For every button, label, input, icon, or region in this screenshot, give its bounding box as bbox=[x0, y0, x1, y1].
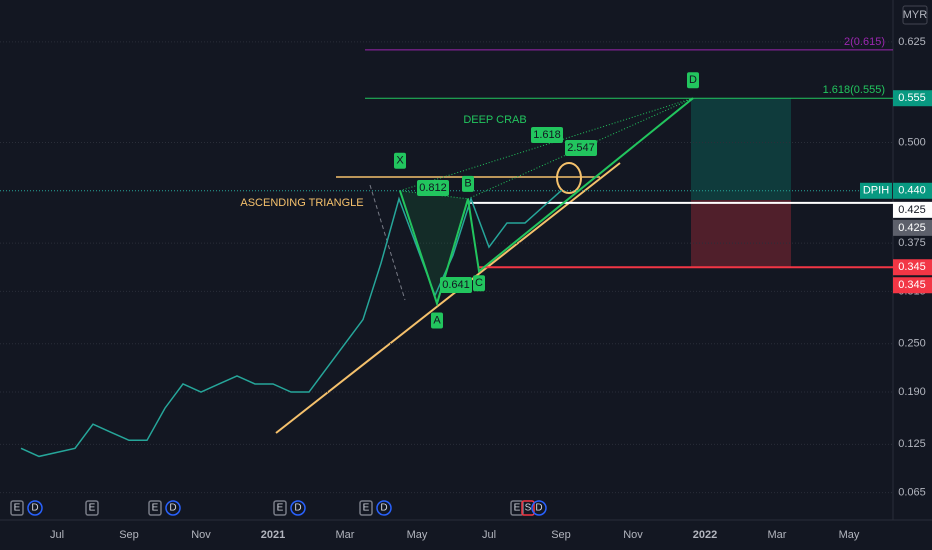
currency: MYR bbox=[903, 9, 928, 21]
x-tick-label: Mar bbox=[336, 529, 355, 541]
fib-level-label: 2(0.615) bbox=[844, 36, 885, 48]
price-tag-box bbox=[893, 90, 932, 107]
pattern-label: ASCENDING TRIANGLE bbox=[240, 197, 363, 209]
event-label: D bbox=[169, 503, 176, 514]
event-label: D bbox=[31, 503, 38, 514]
event-marker bbox=[531, 500, 547, 516]
ratio-box bbox=[440, 277, 472, 293]
pattern-xab bbox=[400, 190, 468, 304]
event-marker bbox=[148, 500, 162, 516]
event-marker bbox=[290, 500, 306, 516]
price-tag-box bbox=[893, 182, 932, 199]
y-tick-label: 0.190 bbox=[898, 386, 926, 398]
event-label: D bbox=[294, 503, 301, 514]
loss-zone bbox=[691, 200, 791, 268]
price-tag-box bbox=[893, 277, 932, 294]
triangle-support bbox=[275, 162, 621, 434]
ratio-box bbox=[565, 140, 597, 156]
x-tick-label: May bbox=[839, 529, 860, 541]
y-tick-label: 0.065 bbox=[898, 487, 926, 499]
x-tick-label: May bbox=[407, 529, 428, 541]
event-label: S bbox=[525, 503, 532, 514]
event-label: E bbox=[152, 503, 159, 514]
y-tick-label: 0.500 bbox=[898, 136, 926, 148]
event-marker bbox=[165, 500, 181, 516]
x-tick-label: Nov bbox=[623, 529, 643, 541]
event-marker bbox=[85, 500, 99, 516]
x-tick-label: Nov bbox=[191, 529, 211, 541]
price-tag-box bbox=[893, 259, 932, 276]
y-tick-label: 0.125 bbox=[898, 438, 926, 450]
ratio-box bbox=[531, 127, 563, 143]
event-label: E bbox=[14, 503, 21, 514]
pattern-point-label: B bbox=[464, 178, 471, 190]
price-tag: 0.440 bbox=[898, 185, 926, 197]
fib-level-label: 1.618(0.555) bbox=[823, 84, 885, 96]
pattern-point-box bbox=[687, 72, 699, 89]
event-label: E bbox=[363, 503, 370, 514]
profit-zone bbox=[691, 98, 791, 200]
currency-box bbox=[902, 5, 928, 25]
ratio-label: 0.641 bbox=[442, 279, 470, 291]
pattern-point-label: C bbox=[475, 277, 483, 289]
event-marker bbox=[273, 500, 287, 516]
x-tick-label: Sep bbox=[551, 529, 571, 541]
price-tag: 0.425 bbox=[898, 204, 926, 216]
event-marker bbox=[521, 500, 535, 516]
pattern-point-label: D bbox=[689, 74, 697, 86]
symbol-tag-box bbox=[860, 182, 892, 199]
trend-dashed bbox=[369, 184, 406, 301]
ratio-box bbox=[417, 180, 449, 196]
event-marker bbox=[510, 500, 524, 516]
pattern-point-label: A bbox=[433, 314, 441, 326]
y-tick-label: 0.375 bbox=[898, 237, 926, 249]
x-tick-label: 2021 bbox=[261, 529, 285, 541]
price-tag: 0.345 bbox=[898, 279, 926, 291]
event-marker bbox=[376, 500, 392, 516]
price-tag-box bbox=[893, 201, 932, 218]
price-tag: 0.425 bbox=[898, 222, 926, 234]
x-tick-label: Jul bbox=[482, 529, 496, 541]
pattern-point-box bbox=[462, 175, 474, 192]
event-label: E bbox=[277, 503, 284, 514]
y-tick-label: 0.625 bbox=[898, 36, 926, 48]
event-marker bbox=[27, 500, 43, 516]
event-label: D bbox=[380, 503, 387, 514]
pattern-point-box bbox=[394, 152, 406, 169]
pattern-point-box bbox=[473, 275, 485, 292]
price-tag-box bbox=[893, 219, 932, 236]
ratio-label: 1.618 bbox=[533, 129, 561, 141]
x-tick-label: 2022 bbox=[693, 529, 717, 541]
price-tag: 0.555 bbox=[898, 92, 926, 104]
event-label: D bbox=[535, 503, 542, 514]
x-tick-label: Mar bbox=[768, 529, 787, 541]
event-marker bbox=[359, 500, 373, 516]
event-marker bbox=[10, 500, 24, 516]
x-tick-label: Sep bbox=[119, 529, 139, 541]
price-tag: 0.345 bbox=[898, 261, 926, 273]
pattern-legs bbox=[399, 97, 694, 307]
event-label: E bbox=[89, 503, 96, 514]
breakout-circle bbox=[556, 162, 582, 194]
price-line bbox=[20, 190, 562, 458]
event-label: E bbox=[514, 503, 521, 514]
y-tick-label: 0.250 bbox=[898, 338, 926, 350]
pattern-point-box bbox=[431, 312, 443, 329]
ratio-label: 0.812 bbox=[419, 182, 447, 194]
ratio-label: 2.547 bbox=[567, 142, 595, 154]
pattern-point-label: X bbox=[396, 155, 404, 167]
pattern-name: DEEP CRAB bbox=[463, 114, 526, 126]
x-tick-label: Jul bbox=[50, 529, 64, 541]
symbol-tag: DPIH bbox=[863, 185, 889, 197]
